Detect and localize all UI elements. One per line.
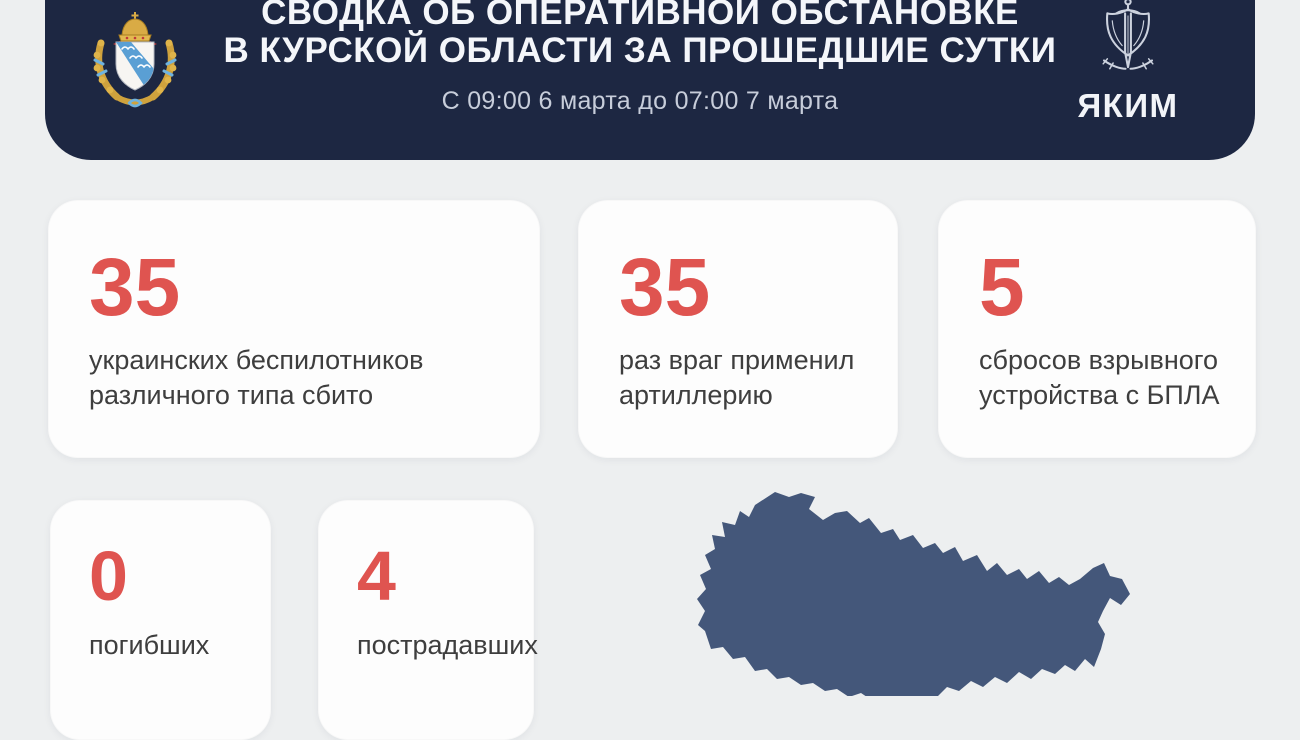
stat-card-drones: 35 украинских беспилотников различного т… [48, 200, 540, 458]
stat-card-killed: 0 погибших [50, 500, 271, 740]
kursk-region-map [697, 492, 1130, 696]
header-titles: СВОДКА ОБ ОПЕРАТИВНОЙ ОБСТАНОВКЕ В КУРСК… [195, 0, 1085, 116]
stat-card-uav-drops: 5 сбросов взрывного устройства с БПЛА [938, 200, 1256, 458]
stat-label: сбросов взрывного устройства с БПЛА [979, 345, 1220, 410]
stat-value: 5 [979, 242, 1025, 333]
page-title-line1: СВОДКА ОБ ОПЕРАТИВНОЙ ОБСТАНОВКЕ [261, 0, 1019, 32]
stat-value: 0 [89, 537, 128, 615]
stat-label: украинских беспилотников различного типа… [89, 345, 424, 410]
stat-value: 4 [357, 537, 396, 615]
header-banner: СВОДКА ОБ ОПЕРАТИВНОЙ ОБСТАНОВКЕ В КУРСК… [45, 0, 1255, 160]
stat-label: раз враг применил артиллерию [619, 345, 855, 410]
stat-card-injured: 4 пострадавших [318, 500, 538, 740]
report-period: С 09:00 6 марта до 07:00 7 марта [441, 87, 839, 115]
kursk-coat-of-arms-icon [93, 12, 177, 108]
stat-label: пострадавших [357, 630, 538, 660]
publisher-logo-text: ЯКИМ [1077, 87, 1179, 124]
shield-sword-icon [1102, 0, 1154, 70]
publisher-logo: ЯКИМ [1053, 0, 1203, 125]
stat-card-artillery: 35 раз враг применил артиллерию [578, 200, 898, 458]
stat-value: 35 [89, 242, 181, 333]
page-title-line2: В КУРСКОЙ ОБЛАСТИ ЗА ПРОШЕДШИЕ СУТКИ [223, 31, 1057, 70]
stat-label: погибших [89, 630, 210, 660]
stat-value: 35 [619, 242, 711, 333]
